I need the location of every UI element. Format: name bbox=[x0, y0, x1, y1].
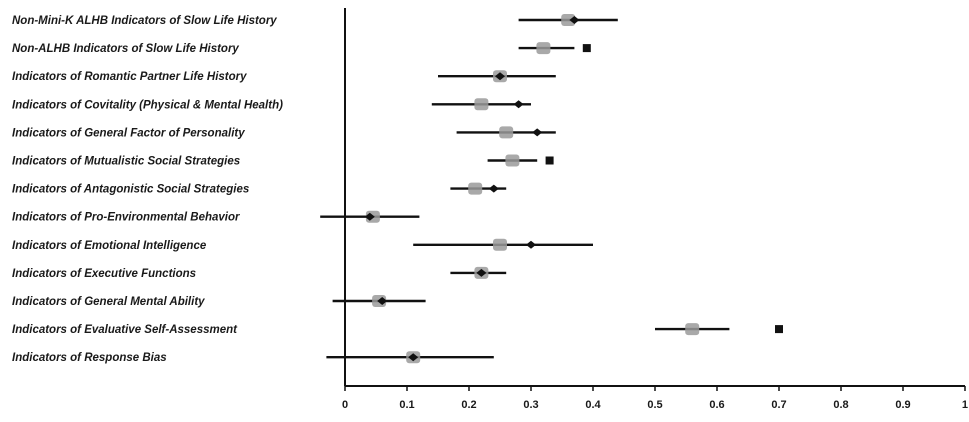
series-2-point bbox=[536, 42, 551, 55]
series-1-point bbox=[476, 268, 487, 277]
series-2-point bbox=[493, 238, 507, 251]
category-label: Indicators of Emotional Intelligence bbox=[12, 240, 207, 252]
x-tick-label: 1 bbox=[962, 399, 968, 411]
category-label: Indicators of Romantic Partner Life Hist… bbox=[12, 71, 247, 83]
series-1-point bbox=[488, 184, 499, 193]
series-2-point bbox=[561, 14, 576, 26]
series-1-point bbox=[377, 297, 388, 305]
series-2-point bbox=[499, 126, 514, 139]
x-tick-label: 0.9 bbox=[895, 399, 910, 411]
category-label: Indicators of Mutualistic Social Strateg… bbox=[12, 156, 240, 168]
category-label: Non-Mini-K ALHB Indicators of Slow Life … bbox=[12, 15, 277, 27]
x-tick-label: 0.3 bbox=[523, 399, 538, 411]
series-2-point bbox=[685, 323, 700, 336]
series-1-point bbox=[532, 128, 543, 137]
series-2-point bbox=[468, 182, 483, 195]
series-1-point bbox=[582, 44, 591, 53]
category-label: Indicators of Pro-Environmental Behavior bbox=[12, 212, 240, 224]
category-label: Non-ALHB Indicators of Slow Life History bbox=[12, 43, 239, 55]
category-label: Indicators of General Factor of Personal… bbox=[12, 127, 245, 139]
x-tick-label: 0.6 bbox=[709, 399, 724, 411]
category-label: Indicators of Response Bias bbox=[12, 352, 167, 364]
series-1-point bbox=[775, 325, 783, 334]
series-1-point bbox=[526, 240, 536, 249]
x-tick-label: 0.7 bbox=[771, 399, 786, 411]
category-labels: Non-Mini-K ALHB Indicators of Slow Life … bbox=[12, 15, 283, 364]
x-tick-label: 0.2 bbox=[461, 399, 476, 411]
x-tick-label: 0 bbox=[342, 399, 348, 411]
series-1-point bbox=[569, 16, 580, 24]
series-2-point bbox=[505, 154, 520, 167]
x-axis-ticks: 0 0.1 0.2 0.3 0.4 0.5 0.6 0.7 0.8 0.9 1 bbox=[342, 386, 968, 411]
x-tick-label: 0.5 bbox=[647, 399, 662, 411]
category-label: Indicators of General Mental Ability bbox=[12, 296, 205, 308]
x-tick-label: 0.1 bbox=[399, 399, 414, 411]
x-tick-label: 0.4 bbox=[585, 399, 601, 411]
series-2-markers bbox=[365, 14, 700, 364]
series-1-point bbox=[364, 212, 375, 221]
series-1-point bbox=[545, 156, 554, 165]
series-1-point bbox=[495, 72, 505, 81]
x-tick-label: 0.8 bbox=[833, 399, 848, 411]
series-2-point bbox=[474, 98, 489, 111]
series-2-ci-lines bbox=[487, 46, 730, 331]
category-label: Indicators of Evaluative Self-Assessment bbox=[12, 324, 238, 336]
series-1-point bbox=[408, 353, 419, 362]
series-1-markers bbox=[364, 16, 783, 362]
category-label: Indicators of Antagonistic Social Strate… bbox=[12, 184, 249, 196]
category-label: Indicators of Covitality (Physical & Men… bbox=[12, 99, 283, 111]
category-label: Indicators of Executive Functions bbox=[12, 268, 196, 280]
series-1-point bbox=[513, 100, 524, 109]
